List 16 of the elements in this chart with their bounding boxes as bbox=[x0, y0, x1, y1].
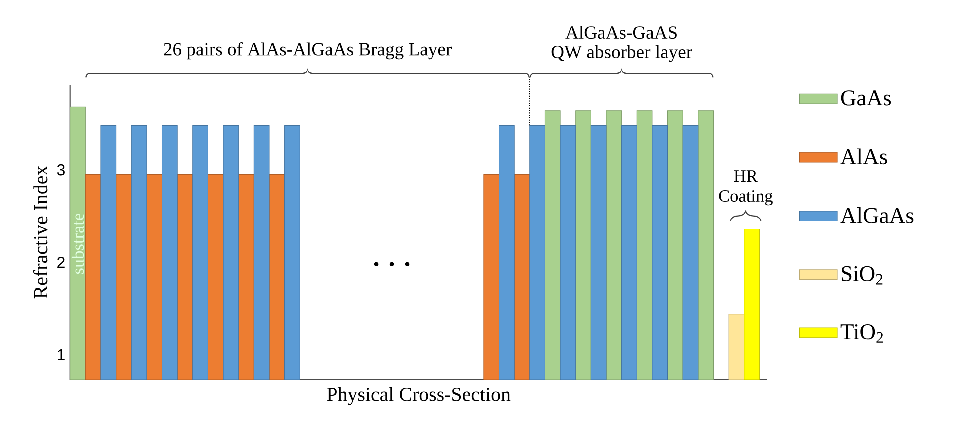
legend-label: AlGaAs bbox=[840, 208, 914, 224]
annotation: . . . bbox=[374, 262, 410, 267]
text: AlGaAs-GaAS bbox=[566, 26, 677, 40]
text: QW absorber layer bbox=[552, 45, 692, 62]
legend-label: TiO$_{2}$ bbox=[840, 324, 884, 343]
legend-label: SiO$_{2}$ bbox=[842, 266, 883, 285]
y-tick-label: 2 bbox=[58, 256, 65, 268]
x-axis-title: Physical Cross-Section bbox=[327, 387, 511, 406]
legend-label: AlAs bbox=[840, 148, 888, 165]
annotation: substrate bbox=[72, 214, 84, 274]
annotation: HR Coating bbox=[719, 170, 773, 206]
y-axis-title: Refractive Index bbox=[33, 166, 48, 299]
y-tick-label: 3 bbox=[57, 164, 65, 176]
legend-label: GaAs bbox=[841, 90, 892, 106]
y-tick-label: 1 bbox=[58, 350, 65, 361]
text: 26 pairs of AlAs-AlGaAs Bragg Layer bbox=[164, 42, 452, 60]
